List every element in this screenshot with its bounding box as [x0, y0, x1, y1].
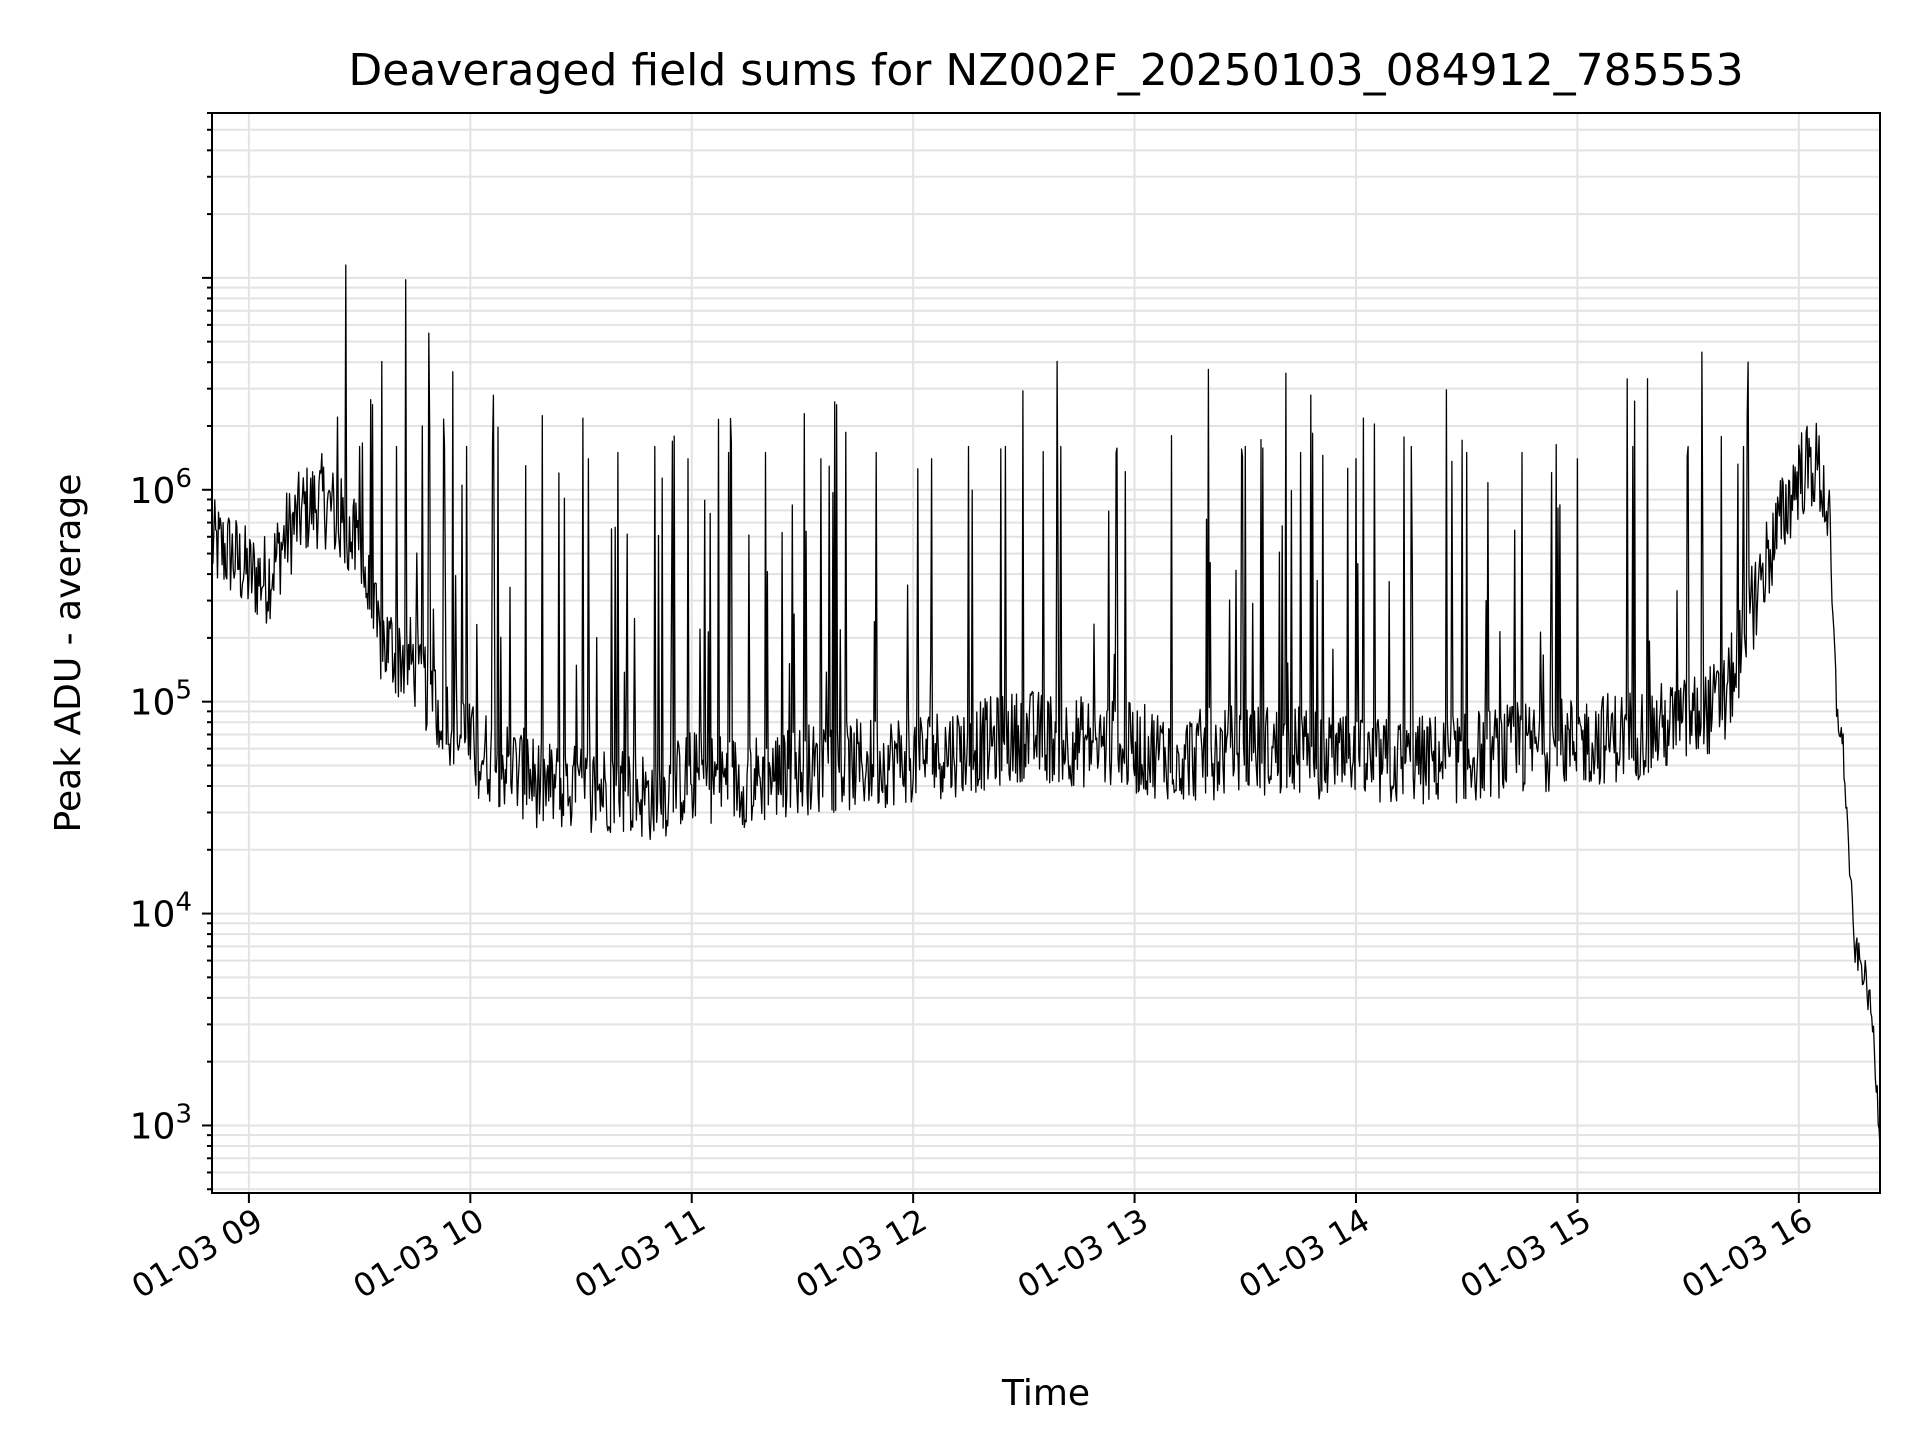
- plot-frame: [211, 112, 1881, 1194]
- x-tick-label: 01-03 10: [347, 1201, 491, 1306]
- y-axis-label: Peak ADU - average: [48, 474, 89, 833]
- x-tick-label: 01-03 11: [568, 1201, 712, 1306]
- x-tick-label: 01-03 09: [125, 1201, 269, 1306]
- series-line: [212, 264, 1880, 1148]
- x-tick-label: 01-03 12: [790, 1201, 934, 1306]
- grid: [212, 112, 1880, 1193]
- x-tick-label: 01-03 16: [1675, 1201, 1819, 1306]
- y-tick-label: 105: [130, 676, 192, 724]
- x-tick-label: 01-03 15: [1454, 1201, 1598, 1306]
- y-tick-label: 104: [130, 888, 192, 936]
- x-axis-label: Time: [1001, 1373, 1090, 1414]
- y-tick-label: 103: [130, 1099, 192, 1147]
- x-tick-label: 01-03 14: [1232, 1201, 1376, 1306]
- data-series: [212, 264, 1880, 1148]
- y-tick-label: 106: [130, 464, 192, 512]
- x-tick-label: 01-03 13: [1011, 1201, 1155, 1306]
- chart-title: Deaveraged field sums for NZ002F_2025010…: [348, 45, 1743, 96]
